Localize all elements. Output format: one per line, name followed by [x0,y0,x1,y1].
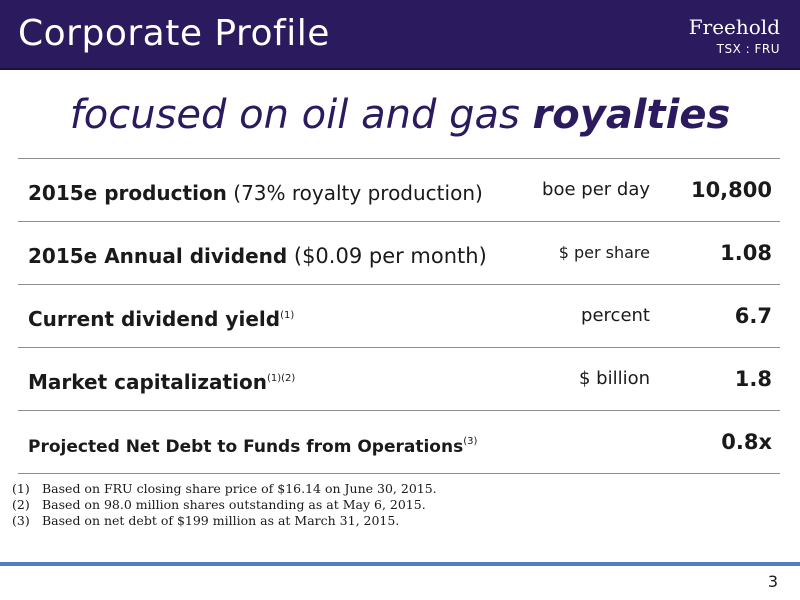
table-row: 2015e production (73% royalty production… [18,158,780,221]
footer-divider [0,562,800,566]
row-value: 6.7 [734,304,772,328]
row-unit: percent [581,305,650,326]
table-row: 2015e Annual dividend ($0.09 per month) … [18,221,780,284]
footnotes: (1) Based on FRU closing share price of $… [12,481,437,529]
row-note: (73% royalty production) [226,181,483,205]
row-label: 2015e production (73% royalty production… [28,181,483,205]
row-label: Market capitalization(1)(2) [28,370,296,394]
row-label: 2015e Annual dividend ($0.09 per month) [28,244,487,268]
table-row: Projected Net Debt to Funds from Operati… [18,410,780,474]
row-footnote-ref: (1)(2) [266,373,296,384]
row-note: ($0.09 per month) [287,244,487,268]
row-footnote-ref: (3) [463,436,478,447]
table-row: Market capitalization(1)(2) $ billion 1.… [18,347,780,410]
brand-logo: Freehold TSX : FRU [689,16,780,56]
row-footnote-ref: (1) [280,310,295,321]
row-value: 1.08 [720,241,772,265]
row-value: 10,800 [690,178,772,202]
footnote: (2) Based on 98.0 million shares outstand… [12,497,426,512]
row-unit: $ billion [578,368,650,389]
row-value: 1.8 [734,367,772,391]
brand-name: Freehold [688,15,780,39]
header-banner: Corporate Profile Freehold TSX : FRU [0,0,800,70]
subtitle-text: focused on oil and gas [69,92,533,138]
brand-ticker: TSX : FRU [716,42,780,56]
footnote: (3) Based on net debt of $199 million as … [12,513,400,528]
subtitle-emphasis: royalties [532,92,731,138]
page-title: Corporate Profile [18,13,330,54]
page-number: 3 [767,572,778,591]
row-unit: boe per day [542,179,650,200]
row-label: Projected Net Debt to Funds from Operati… [28,436,478,457]
row-unit: $ per share [558,243,650,262]
row-label: Current dividend yield(1) [28,307,295,331]
slide-subtitle: focused on oil and gas royalties [0,92,800,138]
footnote: (1) Based on FRU closing share price of $… [12,481,437,496]
profile-table: 2015e production (73% royalty production… [18,158,780,474]
table-row: Current dividend yield(1) percent 6.7 [18,284,780,347]
row-value: 0.8x [721,430,772,454]
